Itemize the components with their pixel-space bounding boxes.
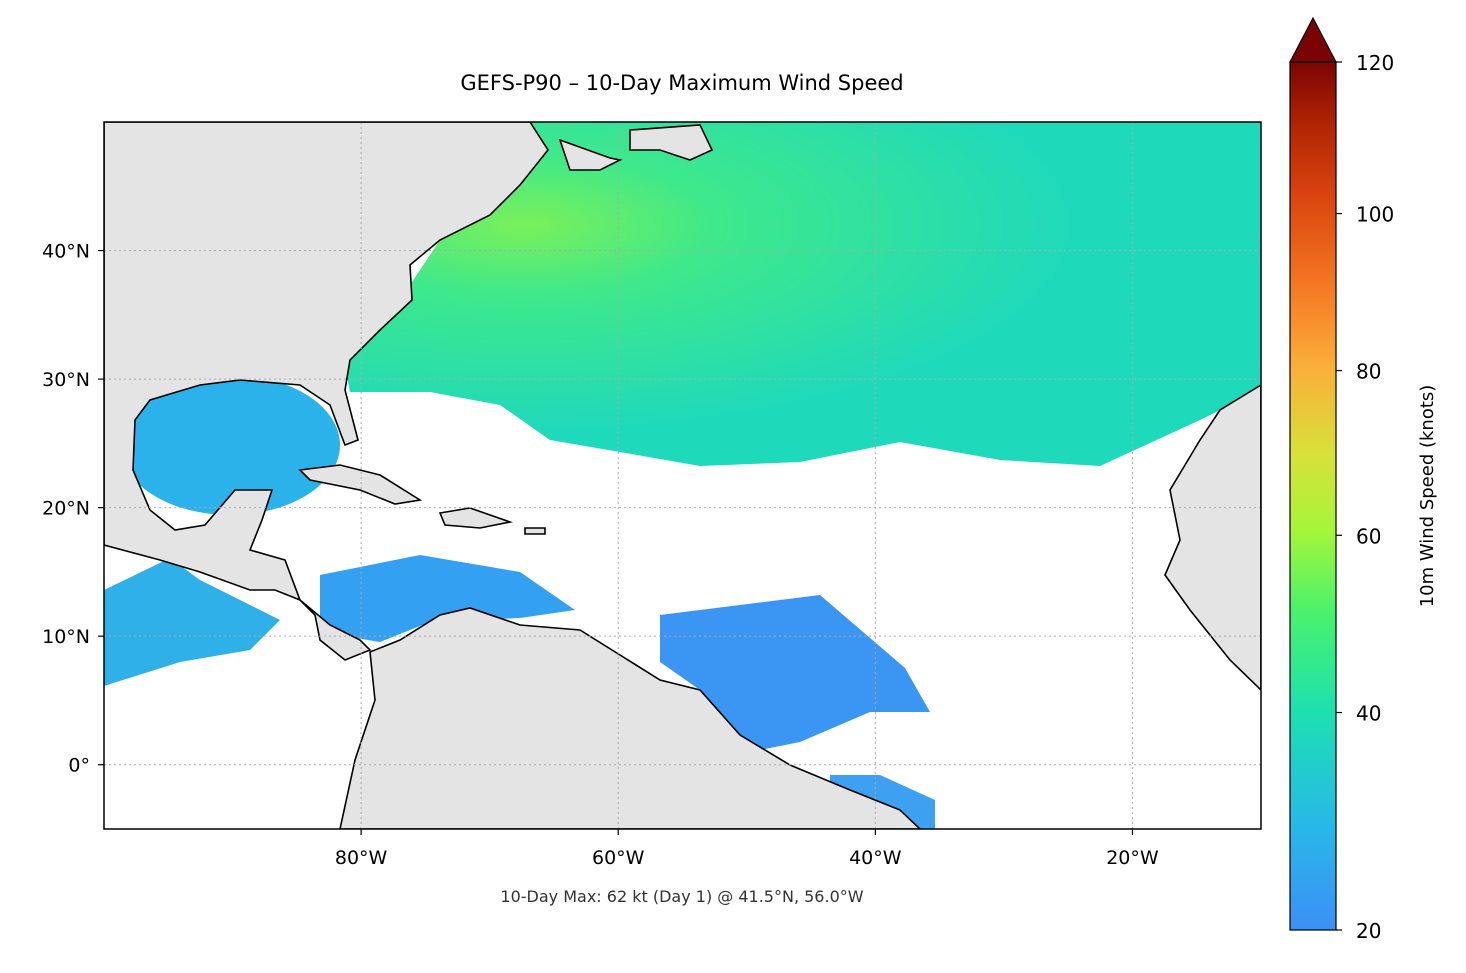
- map-frame: [103, 121, 1262, 830]
- y-tick-label: 30°N: [42, 369, 90, 391]
- wind-field: [340, 122, 1261, 466]
- colorbar-tick-label: 20: [1356, 919, 1381, 943]
- y-tick-label: 40°N: [42, 241, 90, 263]
- land: [1164, 384, 1261, 692]
- chart-title: GEFS-P90 – 10-Day Maximum Wind Speed: [460, 71, 903, 95]
- colorbar-extend: [1289, 16, 1337, 63]
- x-tick-label: 80°W: [335, 847, 388, 869]
- annotation: 10-Day Max: 62 kt (Day 1) @ 41.5°N, 56.0…: [500, 887, 863, 906]
- x-tick-label: 40°W: [849, 847, 902, 869]
- land: [339, 607, 922, 829]
- y-tick-label: 10°N: [42, 626, 90, 648]
- colorbar-tick-label: 40: [1356, 702, 1381, 726]
- x-tick-label: 20°W: [1106, 847, 1159, 869]
- land: [524, 527, 546, 535]
- colorbar-tick-label: 80: [1356, 360, 1381, 384]
- colorbar-tick-label: 60: [1356, 524, 1381, 548]
- map: [104, 122, 1261, 829]
- land: [558, 138, 623, 171]
- wind-field: [660, 595, 930, 752]
- land: [298, 464, 423, 505]
- y-tick-label: 20°N: [42, 498, 90, 520]
- colorbar-tick-label: 100: [1356, 203, 1394, 227]
- wind-field: [320, 555, 575, 642]
- land: [104, 122, 549, 661]
- colorbar: 10m Wind Speed (knots) 20 40 60 80 100 120: [1289, 16, 1438, 943]
- colorbar-label: 10m Wind Speed (knots): [1417, 385, 1438, 608]
- land: [438, 507, 514, 529]
- land: [629, 124, 714, 161]
- colorbar-tick-label: 120: [1356, 51, 1394, 75]
- wind-field: [104, 558, 280, 686]
- x-tick-label: 60°W: [592, 847, 645, 869]
- colorbar-fill: [1290, 62, 1336, 930]
- colorbar-frame: [1289, 61, 1337, 931]
- wind-field: [120, 375, 340, 515]
- y-tick-label: 0°: [68, 755, 90, 777]
